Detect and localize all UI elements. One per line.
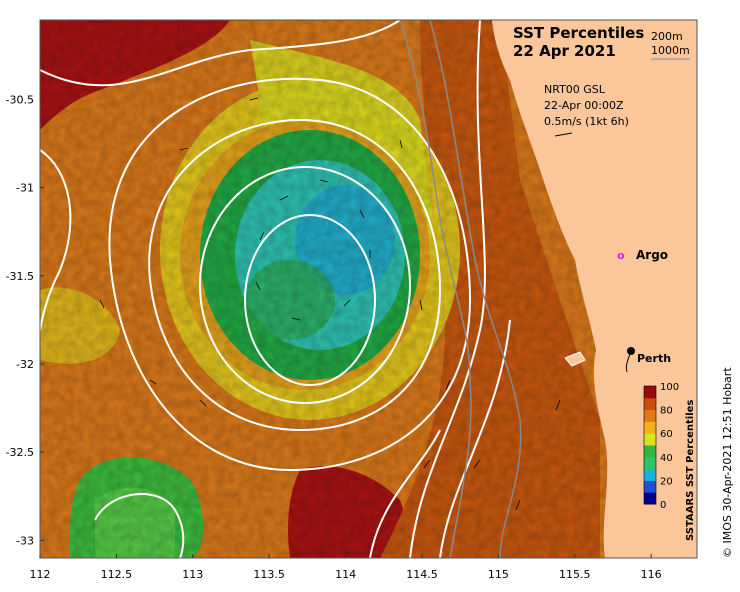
- x-tick-label: 114.5: [406, 568, 438, 581]
- y-tick-label: -31.5: [6, 270, 34, 283]
- perth-leader: [625, 350, 632, 373]
- colorbar-swatch: [644, 386, 656, 399]
- colorbar-swatch: [644, 421, 656, 434]
- ssh-contours: [40, 20, 511, 558]
- colorbar-tick-label: 80: [660, 406, 673, 417]
- perth-label: Perth: [637, 352, 671, 365]
- x-tick-label: 113: [182, 568, 203, 581]
- bathy-200m: [429, 20, 522, 558]
- argo-marker: o: [617, 249, 625, 262]
- bathymetry-contours: [399, 20, 522, 558]
- credit-text: © IMOS 30-Apr-2021 12:51 Hobart: [721, 367, 734, 558]
- colorbar-tick-label: 100: [660, 382, 679, 393]
- x-tick-label: 112.5: [101, 568, 133, 581]
- argo-label: Argo: [636, 248, 668, 262]
- contour-outer-1: [148, 118, 442, 432]
- map-plot-area: [40, 20, 697, 558]
- colorbar-frame: [643, 385, 657, 505]
- colorbar-swatch: [644, 397, 656, 411]
- map-title: SST Percentiles: [513, 24, 644, 42]
- contour-1000m-label: 1000m: [651, 44, 690, 57]
- current-scale: 0.5m/s (1kt 6h): [544, 115, 629, 128]
- contour-outer-2: [108, 77, 472, 472]
- colorbar-swatch: [644, 409, 656, 422]
- x-tick-label: 114: [335, 568, 356, 581]
- current-product: NRT00 GSL: [544, 83, 606, 96]
- scale-arrow: [554, 132, 573, 137]
- rottnest-island: [564, 351, 586, 367]
- colorbar: 100 80 60 40 20 0: [643, 382, 679, 511]
- contour-mid: [199, 166, 411, 404]
- colorbar-tick-label: 0: [660, 500, 666, 511]
- current-vectors: [99, 97, 561, 511]
- contour-sw: [94, 493, 185, 558]
- contour-north: [40, 20, 401, 87]
- colorbar-tick-label: 20: [660, 476, 673, 487]
- colorbar-swatch: [644, 445, 656, 458]
- y-tick-label: -33: [16, 534, 34, 547]
- contour-inner: [244, 214, 376, 386]
- current-time: 22-Apr 00:00Z: [544, 99, 624, 112]
- plot-frame: [39, 19, 698, 559]
- x-tick-label: 115: [488, 568, 509, 581]
- x-tick-label: 116: [641, 568, 662, 581]
- colorbar-title: SSTAARS SST Percentiles: [685, 400, 696, 541]
- colorbar-swatch: [644, 480, 656, 493]
- y-axis: -30.5 -31 -31.5 -32 -32.5 -33: [6, 93, 44, 547]
- colorbar-tick-label: 40: [660, 453, 673, 464]
- colorbar-swatch: [644, 468, 656, 481]
- colorbar-tick-label: 60: [660, 429, 673, 440]
- x-tick-label: 115.5: [559, 568, 591, 581]
- bathy-1000m: [399, 20, 472, 558]
- map-date: 22 Apr 2021: [513, 42, 616, 60]
- y-tick-label: -32.5: [6, 446, 34, 459]
- contour-east-1: [409, 20, 486, 558]
- x-axis: 112 112.5 113 113.5 114 114.5 115 115.5 116: [30, 554, 662, 581]
- y-tick-label: -31: [16, 182, 34, 195]
- colorbar-swatch: [644, 456, 656, 470]
- y-tick-label: -30.5: [6, 93, 34, 106]
- contour-200m-label: 200m: [651, 30, 683, 43]
- x-tick-label: 113.5: [253, 568, 285, 581]
- contour-west: [40, 149, 72, 331]
- colorbar-swatch: [644, 492, 656, 505]
- contour-east-3: [369, 429, 441, 558]
- y-tick-label: -32: [16, 358, 34, 371]
- colorbar-swatch: [644, 433, 656, 446]
- x-tick-label: 112: [30, 568, 51, 581]
